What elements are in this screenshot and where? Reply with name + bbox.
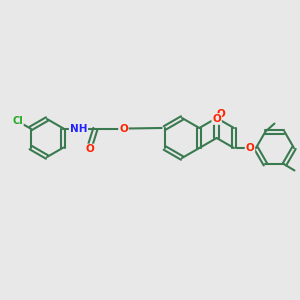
Text: NH: NH: [70, 124, 87, 134]
Text: Cl: Cl: [12, 116, 23, 125]
Text: O: O: [119, 124, 128, 134]
Text: O: O: [246, 143, 254, 153]
Text: O: O: [216, 109, 225, 119]
Text: O: O: [85, 145, 94, 154]
Text: O: O: [212, 114, 221, 124]
